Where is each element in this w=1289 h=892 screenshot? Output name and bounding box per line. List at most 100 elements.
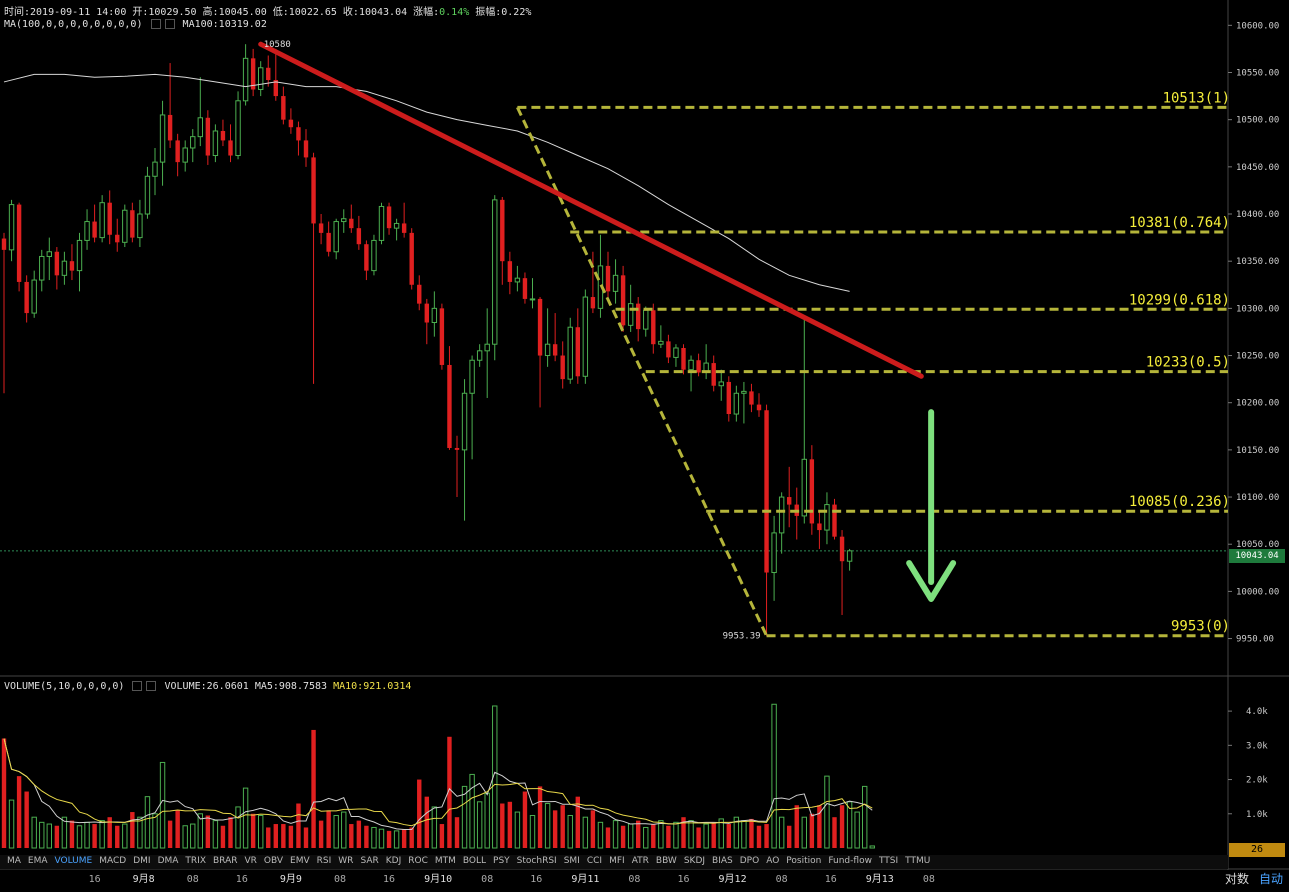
candle-body [16,204,22,282]
volume-bar [39,821,45,849]
indicator-tab-dma[interactable]: DMA [157,856,179,866]
indicator-tab-vr[interactable]: VR [244,856,257,866]
indicator-tab-kdj[interactable]: KDJ [385,856,402,866]
ohlc-change-label: 涨幅: [413,7,440,18]
candle-body [1,238,7,250]
volume-bar [54,825,60,848]
volume-bar [507,801,513,848]
indicator-tab-bbw[interactable]: BBW [655,856,677,866]
down-arrow-head[interactable] [906,560,957,602]
volume-indicator-label[interactable]: VOLUME(5,10,0,0,0,0) [4,681,125,692]
indicator-tab-ttsi[interactable]: TTSI [878,856,899,866]
volume-bar [469,773,475,849]
candle-body [771,532,777,574]
candle-body [832,504,837,537]
indicator-tab-ao[interactable]: AO [766,856,780,866]
indicator-tab-emv[interactable]: EMV [290,856,310,866]
candle-body [492,199,498,345]
candle-body [266,67,271,81]
candle-body [620,275,626,326]
volume-bar [839,805,845,848]
volume-bar [333,814,339,849]
volume-bar [122,823,128,849]
volume-bar [764,824,769,848]
volume-bar [787,825,792,848]
indicator-tab-dpo[interactable]: DPO [739,856,760,866]
volume-bar [16,776,22,848]
indicator-tab-wr[interactable]: WR [338,856,354,866]
indicator-tab-mfi[interactable]: MFI [609,856,625,866]
indicator-tab-rsi[interactable]: RSI [316,856,332,866]
volume-bar [575,796,580,848]
volume-bar [61,816,68,849]
indicator-tab-mtm[interactable]: MTM [434,856,456,866]
candle-body [560,355,565,380]
high-price-label: 10580 [264,40,291,50]
log-scale-button[interactable]: 对数 [1224,872,1249,886]
fib-trend-line[interactable] [516,106,768,637]
indicator-tab-atr[interactable]: ATR [631,856,649,866]
indicator-tab-volume[interactable]: VOLUME [54,856,93,866]
indicator-tab-trix[interactable]: TRIX [185,856,206,866]
ohlc-close: 收:10043.04 [342,7,408,18]
downtrend-line[interactable] [258,41,924,379]
volume-bar [393,830,400,849]
indicator-tab-position[interactable]: Position [786,856,822,866]
time-tick-label: 08 [776,874,788,885]
close-icon[interactable] [146,681,157,691]
volume-bar [46,823,52,849]
indicator-tab-macd[interactable]: MACD [99,856,127,866]
volume-bar [356,820,362,848]
candle-body [500,199,505,262]
candle-body [787,497,792,505]
volume-bar [809,813,815,848]
indicator-tab-sar[interactable]: SAR [360,856,379,866]
candle-body [424,303,429,323]
volume-bar [130,812,135,848]
indicator-tab-ema[interactable]: EMA [27,856,48,866]
close-icon[interactable] [164,19,175,29]
candle-body [801,458,807,517]
indicator-tab-ma[interactable]: MA [7,856,21,866]
candle-body [107,202,112,235]
candle-body [567,326,573,380]
indicator-tab-stochrsi[interactable]: StochRSI [516,856,557,866]
indicator-tab-cci[interactable]: CCI [586,856,603,866]
volume-bar [560,805,565,848]
indicator-tab-roc[interactable]: ROC [408,856,428,866]
indicator-toolbar: MA EMA VOLUME MACD DMI DMA TRIX BRAR VR OBV EMV RSI… [0,855,1228,869]
volume-bar [718,818,724,849]
indicator-tab-smi[interactable]: SMI [563,856,580,866]
indicator-tab-skdj[interactable]: SKDJ [683,856,706,866]
candle-body [417,284,422,304]
indicator-tab-fund-flow[interactable]: Fund-flow [828,856,872,866]
indicator-tab-brar[interactable]: BRAR [213,856,238,866]
indicator-tab-obv[interactable]: OBV [263,856,284,866]
candle-body [115,234,120,243]
settings-icon[interactable] [150,19,161,29]
ohlc-change-value: 0.14% [439,7,470,18]
settings-icon[interactable] [132,681,143,691]
candle-body [242,57,249,102]
indicator-tab-dmi[interactable]: DMI [133,856,151,866]
indicator-tab-boll[interactable]: BOLL [462,856,487,866]
ma-indicator-label[interactable]: MA(100,0,0,0,0,0,0,0,0) [4,19,143,30]
candle-body [182,147,188,163]
price-tick-label: 10250.00 [1236,352,1279,362]
candle-body [84,221,90,241]
volume-bar [484,792,490,849]
candle-body [250,58,256,90]
candle-body [431,307,438,324]
indicator-tab-bias[interactable]: BIAS [712,856,733,866]
volume-ma10-value: MA10:921.0314 [333,681,412,692]
indicator-tab-ttmu[interactable]: TTMU [905,856,931,866]
candle-body [733,392,740,415]
candle-body [393,222,400,229]
candle-body [386,206,392,229]
volume-ma5-value: MA5:908.7583 [254,681,328,692]
price-tick-label: 10400.00 [1236,210,1279,220]
auto-scale-button[interactable]: 自动 [1258,872,1283,886]
indicator-tab-psy[interactable]: PSY [493,856,510,866]
